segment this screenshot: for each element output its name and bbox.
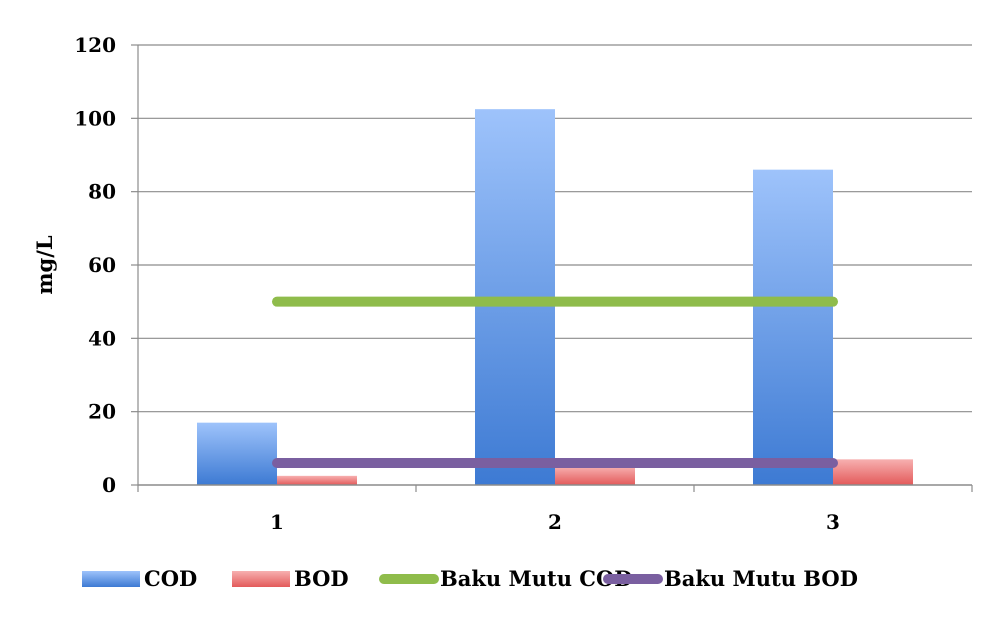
bar-bod-3 <box>833 459 913 485</box>
legend-label-bod: BOD <box>294 566 349 591</box>
y-axis-ticks: 0 20 40 60 80 100 120 <box>74 33 139 497</box>
bar-bod-2 <box>555 466 635 485</box>
legend-label-cod: COD <box>144 566 197 591</box>
x-axis-ticks: 1 2 3 <box>270 510 840 534</box>
y-tick-label: 20 <box>88 400 116 424</box>
x-axis <box>137 484 973 492</box>
y-tick-label: 80 <box>88 180 116 204</box>
legend: COD BOD Baku Mutu COD Baku Mutu BOD <box>82 566 858 591</box>
y-tick-label: 120 <box>74 33 116 57</box>
x-tick-label: 3 <box>826 510 840 534</box>
reference-lines <box>272 296 838 468</box>
bar-cod-1 <box>197 422 277 485</box>
y-axis-title: mg/L <box>32 235 57 295</box>
y-tick-label: 40 <box>88 326 116 350</box>
legend-label-baku-mutu-cod: Baku Mutu COD <box>440 566 633 591</box>
x-tick-label: 1 <box>270 510 284 534</box>
y-tick-label: 0 <box>102 473 116 497</box>
y-tick-label: 60 <box>88 253 116 277</box>
bar-bod-1 <box>277 475 357 485</box>
legend-swatch-cod <box>82 571 140 587</box>
legend-swatch-bod <box>232 571 290 587</box>
legend-label-baku-mutu-bod: Baku Mutu BOD <box>664 566 858 591</box>
bar-cod-3 <box>753 169 833 485</box>
x-tick-label: 2 <box>548 510 562 534</box>
y-tick-label: 100 <box>74 106 116 130</box>
